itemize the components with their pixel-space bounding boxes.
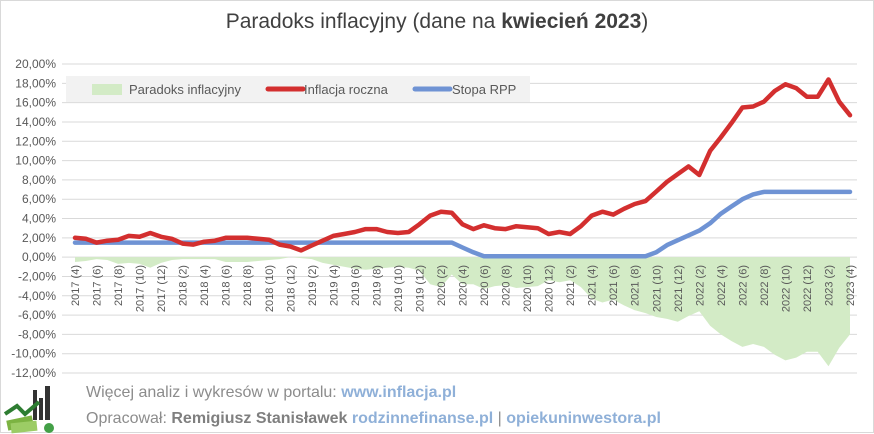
x-tick-label: 2019 (4) [328, 265, 340, 306]
y-tick-label: -4,00% [18, 289, 56, 303]
x-tick-label: 2023 (2) [823, 265, 835, 306]
x-tick-label: 2018 (2) [178, 265, 190, 306]
money-chart-logo-icon [3, 386, 54, 434]
x-tick-label: 2021 (10) [651, 265, 663, 312]
y-tick-label: -6,00% [18, 308, 56, 322]
chart-title: Paradoks inflacyjny (dane na kwiecień 20… [0, 10, 874, 34]
opiekuninwestora-link[interactable]: opiekuninwestora.pl [506, 410, 661, 427]
x-tick-label: 2020 (4) [458, 265, 470, 306]
x-tick-label: 2019 (12) [414, 265, 426, 312]
y-tick-label: 10,00% [15, 154, 56, 168]
y-tick-label: 14,00% [15, 115, 56, 129]
x-tick-label: 2023 (4) [845, 265, 857, 306]
legend: Paradoks inflacyjny Inflacja roczna Stop… [66, 76, 530, 102]
x-tick-label: 2022 (12) [802, 265, 814, 312]
legend-label-paradox: Paradoks inflacyjny [129, 82, 241, 97]
y-tick-label: 20,00% [15, 57, 56, 71]
x-tick-label: 2018 (4) [199, 265, 211, 306]
x-tick-label: 2021 (2) [565, 265, 577, 306]
y-tick-label: 18,00% [15, 76, 56, 90]
x-tick-label: 2020 (8) [501, 265, 513, 306]
x-tick-label: 2017 (10) [135, 265, 147, 312]
y-tick-label: 12,00% [15, 134, 56, 148]
y-tick-label: -8,00% [18, 327, 56, 341]
x-tick-label: 2019 (8) [371, 265, 383, 306]
footer-line2-text: Opracował: [86, 410, 172, 427]
x-tick-label: 2022 (6) [737, 265, 749, 306]
x-tick-label: 2017 (12) [156, 265, 168, 312]
footer-line-1: Więcej analiz i wykresów w portalu: www.… [86, 384, 456, 402]
x-tick-label: 2022 (2) [694, 265, 706, 306]
series-lines-layer [72, 77, 853, 259]
x-tick-label: 2020 (6) [479, 265, 491, 306]
title-prefix: Paradoks inflacyjny (dane na [225, 10, 502, 33]
y-tick-label: 0,00% [22, 250, 56, 264]
x-tick-label: 2019 (2) [307, 265, 319, 306]
footer-separator: | [493, 410, 507, 427]
x-tick-label: 2021 (6) [608, 265, 620, 306]
y-tick-label: 16,00% [15, 96, 56, 110]
x-tick-label: 2017 (4) [70, 265, 82, 306]
y-tick-labels: -12,00% -10,00% -8,00% -6,00% -4,00% -2,00% 0,… [11, 57, 56, 380]
x-tick-label: 2017 (6) [92, 265, 104, 306]
x-tick-label: 2022 (4) [716, 265, 728, 306]
legend-swatch-paradox [92, 84, 122, 95]
x-tick-label: 2018 (8) [242, 265, 254, 306]
x-tick-labels: 2017 (4) 2017 (6) 2017 (8) 2017 (10) 2017 (1… [70, 265, 857, 312]
x-tick-label: 2021 (4) [587, 265, 599, 306]
series-inflacja-line [72, 77, 853, 253]
x-tick-label: 2019 (10) [393, 265, 405, 312]
title-bold: kwiecień 2023 [501, 10, 642, 33]
y-tick-label: -2,00% [18, 269, 56, 283]
footer: Więcej analiz i wykresów w portalu: www.… [0, 378, 874, 434]
y-tick-label: 2,00% [22, 231, 56, 245]
chart-plot: -12,00% -10,00% -8,00% -6,00% -4,00% -2,00% 0,… [11, 57, 857, 380]
title-suffix: ) [641, 10, 649, 33]
rodzinnefinanse-link[interactable]: rodzinnefinanse.pl [351, 410, 494, 427]
x-tick-label: 2018 (10) [264, 265, 276, 312]
paradox-area-layer [75, 257, 850, 367]
x-tick-label: 2018 (6) [221, 265, 233, 306]
inflacja-link[interactable]: www.inflacja.pl [341, 384, 457, 401]
footer-line1-text: Więcej analiz i wykresów w portalu: [86, 384, 342, 401]
x-tick-label: 2020 (10) [522, 265, 534, 312]
x-tick-label: 2022 (8) [759, 265, 771, 306]
legend-label-inflation: Inflacja roczna [304, 82, 389, 97]
legend-label-rate: Stopa RPP [452, 82, 516, 97]
y-tick-label: 8,00% [22, 173, 56, 187]
x-tick-label: 2020 (12) [544, 265, 556, 312]
x-tick-label: 2017 (8) [113, 265, 125, 306]
y-tick-label: -10,00% [11, 347, 56, 361]
x-tick-label: 2018 (12) [285, 265, 297, 312]
x-tick-label: 2022 (10) [780, 265, 792, 312]
x-tick-label: 2021 (8) [630, 265, 642, 306]
x-tick-label: 2019 (6) [350, 265, 362, 306]
y-tick-label: 4,00% [22, 212, 56, 226]
series-paradoks-area [75, 257, 850, 367]
x-tick-label: 2020 (2) [436, 265, 448, 306]
y-tick-label: -12,00% [11, 366, 56, 380]
x-tick-label: 2021 (12) [673, 265, 685, 312]
footer-line-2: Opracował: Remigiusz Stanisławek rodzinn… [86, 410, 661, 428]
author-name: Remigiusz Stanisławek [171, 410, 348, 427]
y-tick-label: 6,00% [22, 192, 56, 206]
